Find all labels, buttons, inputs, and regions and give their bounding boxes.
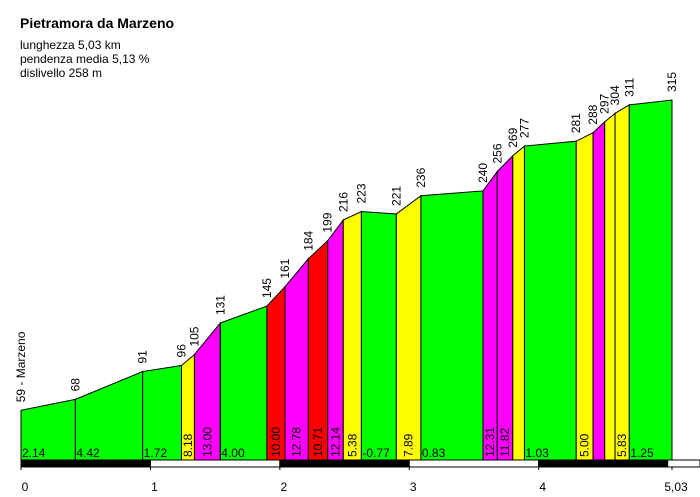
segment [219, 305, 268, 461]
elevation-label: 59 - Marzeno [14, 331, 28, 402]
gradient-label: 0.83 [422, 446, 446, 460]
gradient-label: 1.03 [525, 446, 549, 460]
km-strip [149, 459, 281, 468]
gradient-label: 4.42 [76, 446, 100, 460]
elevation-label: 105 [187, 326, 201, 346]
gradient-label: 11.82 [498, 428, 512, 457]
km-strip [408, 459, 540, 468]
x-tick-label: 0 [22, 480, 29, 494]
gradient-label: 10.71 [311, 427, 325, 457]
elevation-label: 131 [213, 295, 227, 315]
elevation-label: 236 [414, 167, 428, 187]
segment [628, 99, 673, 461]
km-strip [667, 459, 700, 468]
gradient-label: 12.78 [290, 427, 304, 457]
x-tick-label: 3 [410, 480, 417, 494]
elevation-label: 96 [174, 344, 188, 358]
elevation-label: 184 [301, 230, 315, 250]
info-line: dislivello 258 m [20, 66, 102, 80]
gradient-label: 7.89 [402, 433, 416, 457]
segment [604, 112, 616, 461]
x-tick-label: 2 [281, 480, 288, 494]
segment [420, 190, 484, 461]
x-tick-label: 4 [539, 480, 546, 494]
gradient-label: 13.00 [200, 427, 214, 457]
elevation-label: 297 [598, 93, 612, 113]
gradient-label: 4.00 [221, 446, 245, 460]
segment [342, 210, 362, 461]
km-strip [20, 459, 151, 468]
chart-title: Pietramora da Marzeno [20, 15, 174, 31]
info-line: lunghezza 5,03 km [20, 38, 121, 52]
gradient-label: 12.14 [328, 427, 342, 457]
elevation-label: 221 [389, 186, 403, 206]
segment [395, 194, 422, 461]
km-strip [279, 459, 410, 468]
elevation-label: 223 [354, 183, 368, 203]
gradient-label: 5.38 [345, 433, 359, 457]
gradient-label: 1.25 [630, 446, 654, 460]
gradient-label: 5.83 [615, 433, 629, 457]
segment [575, 131, 594, 461]
gradient-label: 10.00 [269, 427, 283, 457]
segment [523, 140, 577, 461]
x-tick-label: 1 [151, 480, 158, 494]
gradient-label: 5.00 [578, 433, 592, 457]
elevation-label: 91 [136, 350, 150, 364]
gradient-label: 1.72 [144, 446, 168, 460]
elevation-label: 315 [665, 72, 679, 92]
segment [327, 218, 344, 461]
elevation-label: 145 [260, 278, 274, 298]
segment [496, 154, 514, 461]
gradient-label: -0.77 [362, 446, 390, 460]
elevation-label: 240 [476, 163, 490, 183]
elevation-label: 216 [336, 192, 350, 212]
elevation-label: 277 [517, 118, 531, 138]
elevation-label: 199 [321, 212, 335, 232]
elevation-label: 161 [278, 258, 292, 278]
elevation-label: 256 [490, 143, 504, 163]
segment [512, 144, 525, 461]
elevation-label: 68 [68, 378, 82, 392]
gradient-label: 8.18 [181, 433, 195, 457]
segment [360, 210, 397, 461]
x-tick-label: 5,03 [664, 480, 688, 494]
gradient-label: 2.14 [22, 446, 46, 460]
elevation-label: 311 [622, 77, 636, 96]
segment [482, 169, 498, 461]
km-strip [538, 459, 669, 468]
elevation-label: 304 [608, 85, 622, 105]
elevation-label: 288 [586, 104, 600, 124]
elevation-label: 281 [569, 113, 583, 133]
elevation-label: 269 [506, 127, 520, 147]
segment [614, 103, 630, 461]
segment [592, 120, 606, 461]
info-line: pendenza media 5,13 % [20, 52, 150, 66]
gradient-label: 12.31 [483, 427, 497, 457]
